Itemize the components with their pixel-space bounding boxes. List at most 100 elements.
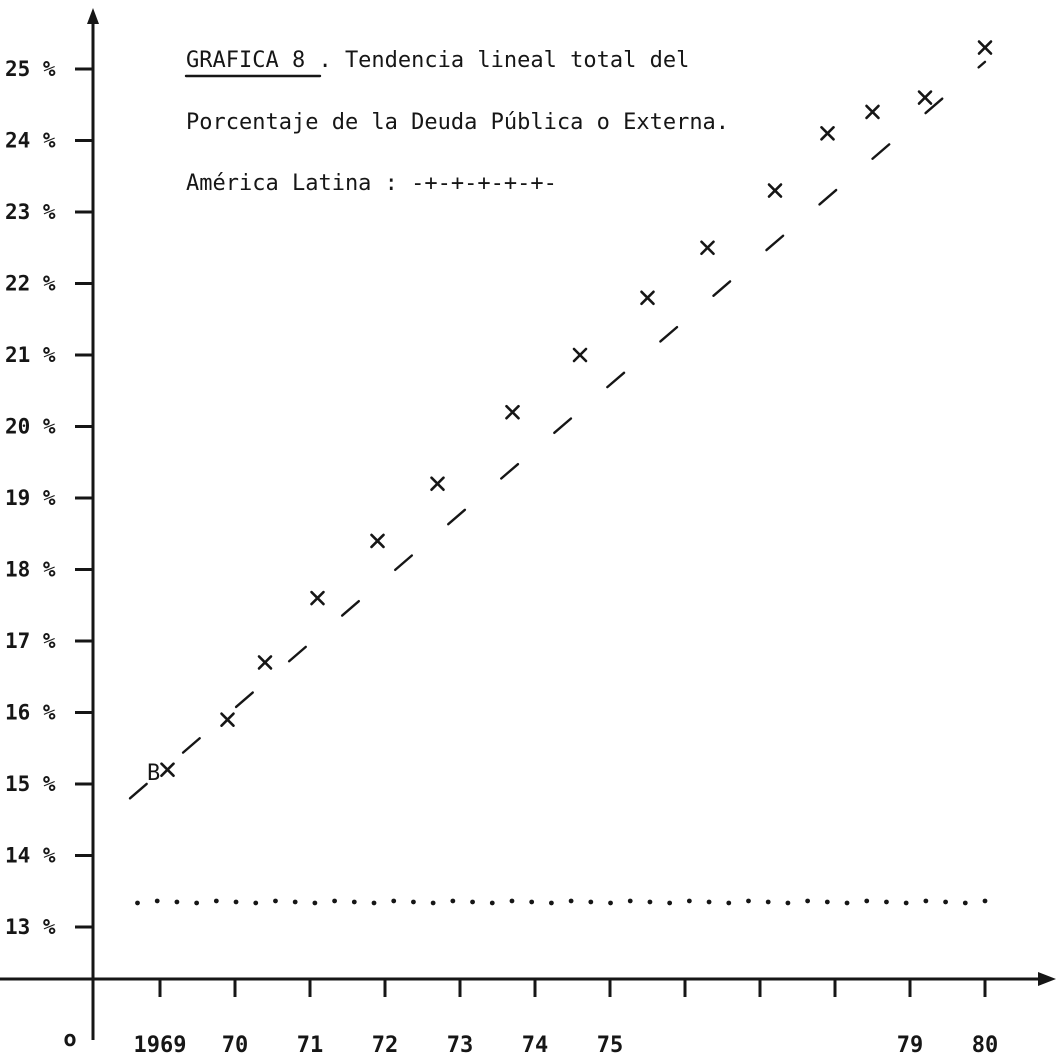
x-tick-label: 80	[972, 1033, 999, 1058]
trend-dash-segment	[447, 508, 467, 526]
y-tick-label: 24 %	[5, 129, 56, 153]
dotted-line-dot	[805, 898, 811, 904]
dotted-line-dot	[824, 899, 830, 905]
axes-group	[0, 8, 1056, 1040]
dotted-line-dot	[608, 900, 613, 906]
trend-dash-segment	[287, 645, 307, 663]
data-point-x-marker	[505, 404, 520, 420]
dotted-line-dot	[647, 899, 653, 905]
y-ticks-group: 13 % 14 % 15 % 16 % 17 % 18 % 19 % 20 % 21 % 22 %…	[5, 57, 93, 939]
dotted-line-dot	[568, 898, 574, 904]
dotted-line-dot	[470, 899, 475, 905]
y-tick-label: 13 %	[5, 915, 56, 939]
dotted-line-dot	[923, 898, 929, 904]
y-tick-label: 16 %	[5, 701, 56, 725]
trend-dash-segment	[924, 97, 944, 115]
dotted-line-dot	[864, 898, 870, 904]
trend-dash-segment	[128, 782, 148, 800]
dotted-line-dot	[627, 898, 633, 904]
origin-label: o	[63, 1027, 76, 1052]
x-ticks-group: 1969 70 71 72 73 74 75 79 80	[134, 979, 999, 1058]
dotted-line-dot	[529, 899, 535, 905]
dotted-line-dot	[213, 898, 219, 904]
data-point-x-marker	[820, 126, 835, 141]
point-label-b: B	[147, 761, 160, 786]
x-tick-label: 73	[447, 1033, 474, 1058]
x-tick-label: 74	[522, 1033, 549, 1058]
trend-dash-segment	[659, 325, 679, 343]
x-tick-label: 75	[597, 1033, 624, 1058]
data-point-x-marker	[572, 347, 588, 363]
dotted-line-dot	[982, 898, 988, 904]
trend-dash-segment	[393, 554, 414, 572]
y-tick-label: 18 %	[5, 558, 56, 582]
chart-title-line-1: GRAFICA 8 . Tendencia lineal total del	[186, 48, 689, 73]
x-marker-stroke	[640, 290, 655, 306]
trend-dash-segment	[553, 417, 573, 435]
dotted-line-dot	[588, 899, 594, 905]
dotted-line-dot	[273, 898, 278, 904]
y-tick-label: 17 %	[5, 629, 56, 653]
dotted-line-dot	[233, 899, 239, 905]
y-tick-label: 20 %	[5, 415, 56, 439]
x-marker-stroke	[220, 712, 235, 727]
y-tick-label: 21 %	[5, 343, 56, 367]
dotted-line-dot	[844, 900, 850, 906]
data-point-x-marker	[977, 40, 993, 55]
x-marker-stroke	[572, 347, 588, 363]
x-marker-stroke	[977, 40, 993, 55]
dotted-line-dot	[509, 898, 515, 904]
x-tick-label: 1969	[134, 1033, 187, 1058]
x-marker-stroke	[430, 476, 445, 492]
dotted-line-dot	[962, 900, 968, 906]
chart-title-line-2: Porcentaje de la Deuda Pública o Externa…	[186, 110, 729, 135]
trend-dash-segment	[765, 234, 785, 252]
y-axis-arrowhead	[87, 8, 99, 24]
trend-dash-segment	[234, 691, 254, 709]
dotted-line-dot	[312, 900, 318, 906]
dotted-line-dot	[154, 898, 160, 904]
x-marker-stroke	[257, 655, 273, 670]
x-axis-arrowhead	[1038, 972, 1056, 986]
data-point-x-marker	[640, 290, 655, 306]
x-tick-label: 71	[297, 1033, 324, 1058]
dotted-line-dot	[135, 900, 140, 906]
data-markers-group	[160, 40, 993, 778]
dotted-line-dot	[411, 899, 416, 905]
data-point-x-marker	[865, 104, 880, 120]
dotted-line-dot	[351, 899, 357, 905]
x-marker-stroke	[820, 126, 835, 141]
y-tick-label: 14 %	[5, 844, 56, 868]
dotted-line-dot	[726, 900, 732, 906]
data-point-x-marker	[370, 533, 385, 549]
data-point-x-marker	[257, 655, 273, 670]
dotted-line-dot	[785, 900, 791, 906]
dotted-line-group	[135, 898, 988, 906]
dotted-line-dot	[746, 898, 751, 904]
x-marker-stroke	[310, 590, 325, 606]
dotted-line-dot	[884, 899, 889, 905]
x-marker-stroke	[767, 183, 783, 198]
y-tick-label: 22 %	[5, 272, 56, 296]
dotted-line-dot	[332, 898, 337, 904]
trend-dash-segment	[818, 188, 838, 206]
trend-dash-segment	[871, 143, 891, 160]
dotted-line-dot	[943, 899, 948, 905]
data-point-x-marker	[430, 476, 445, 492]
dotted-line-dot	[194, 900, 200, 906]
dotted-line-dot	[253, 900, 259, 906]
dotted-line-dot	[174, 899, 180, 905]
legend-text: América Latina : -+-+-+-+-+-	[186, 171, 557, 196]
data-point-x-marker	[700, 240, 715, 256]
trend-dash-segment	[606, 371, 626, 389]
x-marker-stroke	[865, 104, 880, 120]
y-tick-label: 25 %	[5, 57, 56, 81]
x-marker-stroke	[917, 90, 933, 105]
dotted-line-dot	[292, 899, 298, 905]
x-tick-label: 70	[222, 1033, 249, 1058]
trend-dash-segment	[500, 462, 520, 480]
x-marker-stroke	[160, 762, 175, 778]
x-tick-label: 79	[897, 1033, 924, 1058]
